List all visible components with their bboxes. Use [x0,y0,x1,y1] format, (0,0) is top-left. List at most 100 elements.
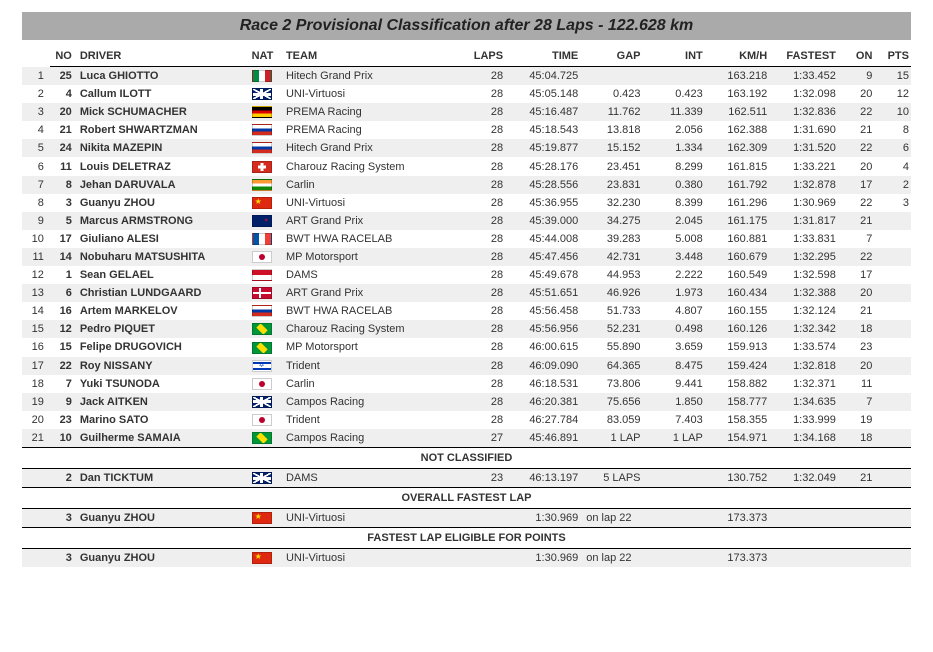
int-cell: 0.423 [643,85,705,103]
on-cell: 20 [838,284,875,302]
int-cell: 2.056 [643,121,705,139]
pts-cell [874,248,911,266]
pts-cell: 12 [874,85,911,103]
gap-cell [580,67,642,86]
nat-cell [250,157,284,175]
laps-cell: 28 [456,139,505,157]
header-fast: FASTEST [769,46,838,67]
nat-cell [250,248,284,266]
kmh-cell: 162.388 [705,121,769,139]
driver-cell: Marino SATO [78,411,250,429]
int-cell: 8.299 [643,157,705,175]
driver-cell: Guanyu ZHOU [78,194,250,212]
team-cell: Carlin [284,176,456,194]
header-int: INT [643,46,705,67]
pos-cell: 12 [22,266,50,284]
flag-icon [252,472,272,484]
gap-cell: 23.831 [580,176,642,194]
pts-cell: 3 [874,194,911,212]
flag-icon [252,179,272,191]
pos-cell: 14 [22,302,50,320]
pts-cell [874,302,911,320]
nat-cell [250,357,284,375]
pts-cell [874,230,911,248]
nat-cell [250,320,284,338]
section-label: NOT CLASSIFIED [22,447,911,468]
section-label: OVERALL FASTEST LAP [22,488,911,509]
on-cell: 20 [838,357,875,375]
table-row: 24Callum ILOTTUNI-Virtuosi2845:05.1480.4… [22,85,911,103]
fast-cell: 1:31.690 [769,121,838,139]
table-row: 199Jack AITKENCampos Racing2846:20.38175… [22,393,911,411]
header-laps: LAPS [456,46,505,67]
time-cell: 45:44.008 [505,230,580,248]
time-cell: 45:39.000 [505,212,580,230]
nat-cell [250,509,284,528]
on-cell: 20 [838,85,875,103]
on-cell: 18 [838,429,875,448]
no-cell: 3 [50,194,78,212]
pos-cell: 13 [22,284,50,302]
pts-cell: 2 [874,176,911,194]
laps-cell: 28 [456,375,505,393]
driver-cell: Nobuharu MATSUSHITA [78,248,250,266]
no-cell: 7 [50,375,78,393]
time-cell: 45:28.176 [505,157,580,175]
time-cell: 45:16.487 [505,103,580,121]
gap-cell: 1 LAP [580,429,642,448]
nat-cell [250,411,284,429]
kmh-cell: 158.882 [705,375,769,393]
laps-cell: 27 [456,429,505,448]
no-cell: 2 [50,468,78,487]
table-row: 2Dan TICKTUMDAMS2346:13.1975 LAPS130.752… [22,468,911,487]
on-cell: 21 [838,121,875,139]
on-cell: 21 [838,302,875,320]
on-cell: 17 [838,176,875,194]
nat-cell [250,338,284,356]
int-cell: 1 LAP [643,429,705,448]
no-cell: 6 [50,284,78,302]
driver-cell: Callum ILOTT [78,85,250,103]
nat-cell [250,103,284,121]
time-cell: 46:27.784 [505,411,580,429]
team-cell: Trident [284,411,456,429]
pts-cell: 10 [874,103,911,121]
flag-icon [252,414,272,426]
team-cell: Charouz Racing System [284,320,456,338]
no-cell: 25 [50,67,78,86]
laps-cell [456,509,505,528]
on-cell: 21 [838,468,875,487]
gap-cell: 23.451 [580,157,642,175]
time-cell: 45:28.556 [505,176,580,194]
driver-cell: Nikita MAZEPIN [78,139,250,157]
fast-cell: 1:31.520 [769,139,838,157]
flag-icon [252,287,272,299]
on-cell: 22 [838,103,875,121]
laps-cell: 28 [456,393,505,411]
no-cell: 8 [50,176,78,194]
team-cell: Charouz Racing System [284,157,456,175]
kmh-cell: 158.355 [705,411,769,429]
time-cell: 45:46.891 [505,429,580,448]
gap-cell: 64.365 [580,357,642,375]
pos-cell: 19 [22,393,50,411]
fast-cell: 1:32.371 [769,375,838,393]
gap-cell: 39.283 [580,230,642,248]
fast-cell: 1:32.049 [769,468,838,487]
pts-cell [874,375,911,393]
fast-cell: 1:32.818 [769,357,838,375]
pts-cell [874,429,911,448]
nat-cell [250,468,284,487]
fast-cell: 1:33.831 [769,230,838,248]
header-time: TIME [505,46,580,67]
team-cell: ART Grand Prix [284,212,456,230]
pos-cell: 1 [22,67,50,86]
flag-icon [252,161,272,173]
int-cell: 3.448 [643,248,705,266]
gap-cell: 83.059 [580,411,642,429]
flag-icon [252,88,272,100]
gap-cell: 44.953 [580,266,642,284]
no-cell: 20 [50,103,78,121]
team-cell: MP Motorsport [284,248,456,266]
table-row: 3Guanyu ZHOUUNI-Virtuosi1:30.969on lap 2… [22,509,911,528]
